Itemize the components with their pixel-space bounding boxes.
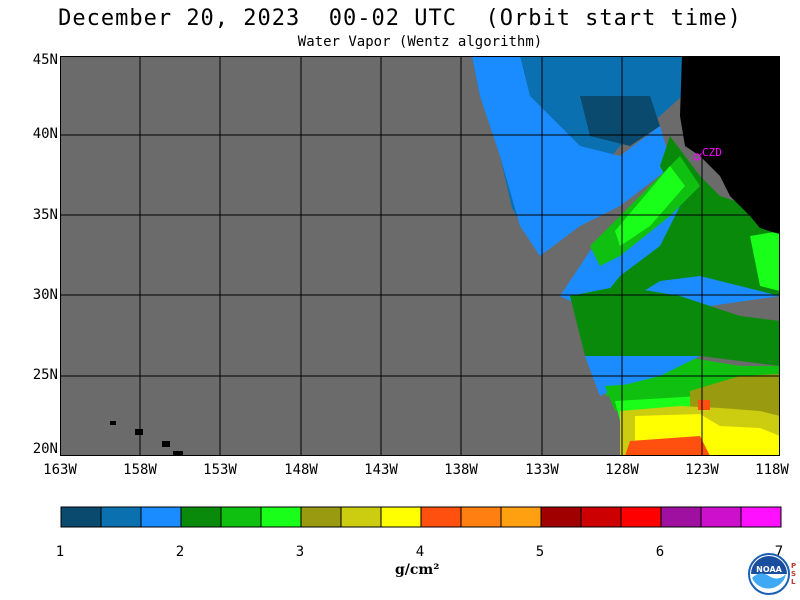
lon-label-133w: 133W (525, 462, 559, 478)
lat-label-40n: 40N (32, 126, 58, 142)
colorbar-tick-6: 6 (655, 544, 665, 560)
north-america-landmass (680, 56, 780, 234)
lat-label-45n: 45N (32, 52, 58, 68)
colorbar-swatch (300, 506, 342, 528)
lat-label-35n: 35N (32, 207, 58, 223)
lon-label-153w: 153W (203, 462, 237, 478)
colorbar-units: g/cm² (395, 562, 440, 578)
colorbar-swatch (100, 506, 142, 528)
colorbar-swatch (180, 506, 222, 528)
colorbar-swatch (340, 506, 382, 528)
colorbar-swatch (60, 506, 102, 528)
lon-label-163w: 163W (43, 462, 77, 478)
colorbar-swatch (420, 506, 462, 528)
lon-label-123w: 123W (685, 462, 719, 478)
lon-label-148w: 148W (284, 462, 318, 478)
colorbar-swatch (700, 506, 742, 528)
colorbar-swatch (740, 506, 782, 528)
colorbar-swatch (140, 506, 182, 528)
colorbar-swatch (500, 506, 542, 528)
psl-logo-text: P S L (791, 562, 797, 586)
colorbar-swatch (460, 506, 502, 528)
lat-lon-grid (60, 56, 780, 456)
lat-label-30n: 30N (32, 287, 58, 303)
colorbar-swatch (220, 506, 262, 528)
colorbar-tick-3: 3 (295, 544, 305, 560)
colorbar-swatch (380, 506, 422, 528)
colorbar-swatch (620, 506, 662, 528)
colorbar-tick-4: 4 (415, 544, 425, 560)
map-subtitle: Water Vapor (Wentz algorithm) (297, 34, 543, 50)
lon-label-138w: 138W (444, 462, 478, 478)
colorbar (60, 506, 782, 528)
colorbar-tick-5: 5 (535, 544, 545, 560)
lat-label-25n: 25N (32, 367, 58, 383)
map-border (60, 56, 780, 456)
noaa-logo-text: NOAA (756, 565, 782, 574)
colorbar-swatch (540, 506, 582, 528)
colorbar-swatch (260, 506, 302, 528)
lon-label-143w: 143W (364, 462, 398, 478)
colorbar-tick-1: 1 (55, 544, 65, 560)
czd-station-label: CZD (702, 146, 722, 159)
lon-label-158w: 158W (123, 462, 157, 478)
colorbar-swatch (660, 506, 702, 528)
map-title: December 20, 2023 00-02 UTC (Orbit start… (58, 6, 742, 31)
colorbar-swatch (580, 506, 622, 528)
water-vapor-map: CZD (60, 56, 780, 456)
lat-label-20n: 20N (32, 441, 58, 457)
noaa-logo: NOAA (748, 553, 790, 595)
colorbar-tick-2: 2 (175, 544, 185, 560)
colorbar-tick-7: 7 (774, 544, 784, 560)
lon-label-118w: 118W (755, 462, 789, 478)
lon-label-128w: 128W (605, 462, 639, 478)
hawaiian-islands (110, 421, 183, 456)
